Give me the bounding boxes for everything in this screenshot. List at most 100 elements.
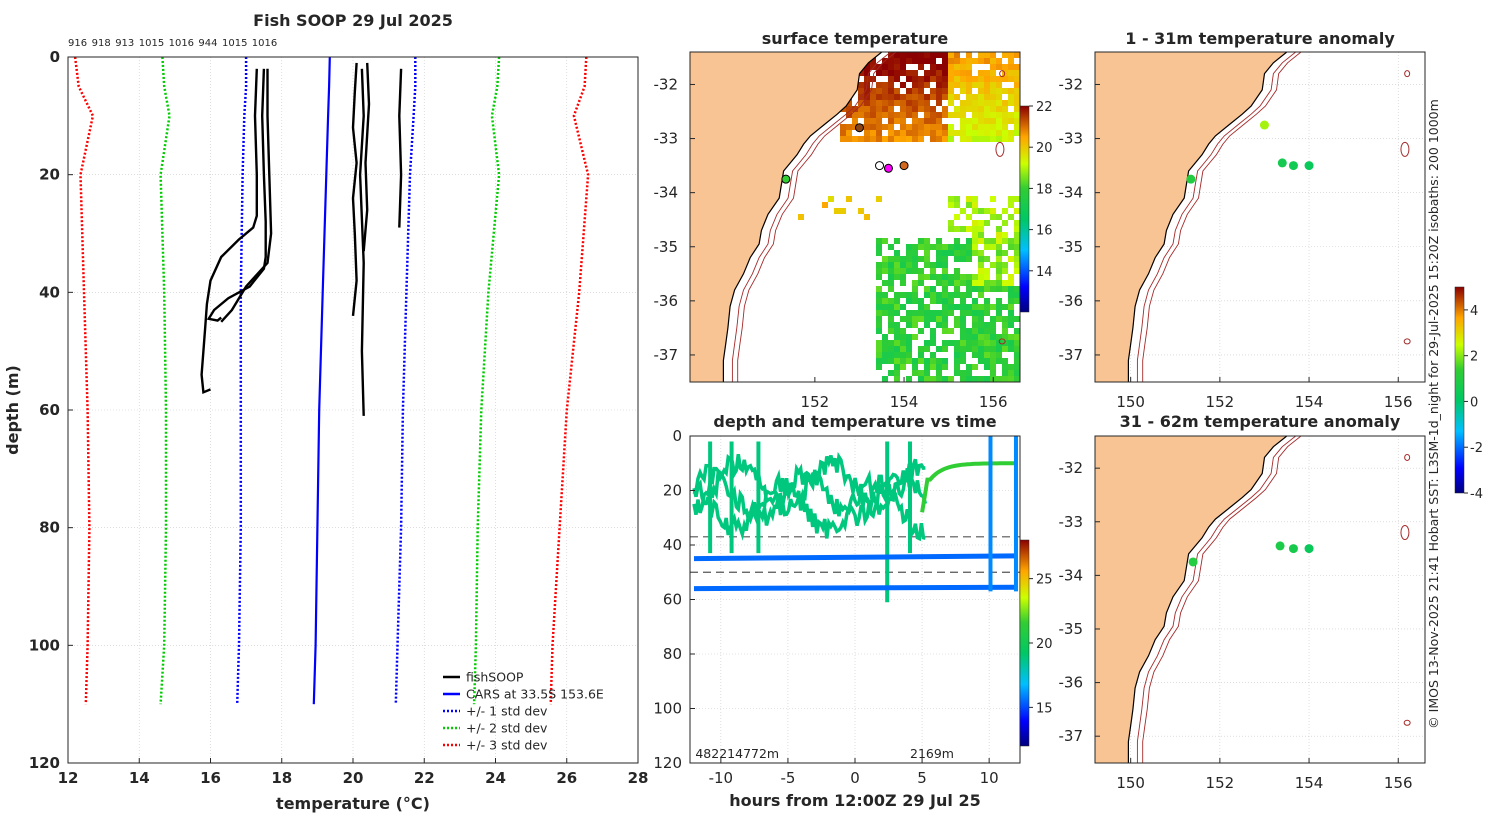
sst-cell: [936, 370, 942, 376]
sst-cell: [846, 112, 852, 118]
sst-cell: [984, 100, 990, 106]
sst-cell: [1014, 238, 1020, 244]
sst-cell: [1008, 88, 1014, 94]
sst-cell: [984, 268, 990, 274]
sst-cell: [978, 358, 984, 364]
sst-cell: [942, 262, 948, 268]
std1-low-line: [235, 57, 248, 705]
sst-cell: [972, 136, 978, 142]
sst-cell: [966, 76, 972, 82]
sst-cell: [930, 268, 936, 274]
sst-cell: [864, 214, 870, 220]
sst-cell: [864, 88, 870, 94]
sst-cell: [966, 118, 972, 124]
sst-cell: [984, 82, 990, 88]
sst-cell: [846, 124, 852, 130]
an2-xtick-label: 156: [1384, 774, 1413, 792]
sst-cell: [996, 64, 1002, 70]
sst-cell: [900, 130, 906, 136]
time-series-title: depth and temperature vs time: [713, 412, 996, 431]
sst-cell: [990, 346, 996, 352]
sst-cell: [972, 112, 978, 118]
sst-ytick-label: -34: [654, 184, 679, 202]
sst-cell: [996, 280, 1002, 286]
sst-cell: [912, 52, 918, 58]
sst-colorbar-label: 22: [1036, 100, 1053, 115]
sst-cell: [984, 376, 990, 382]
sst-cell: [960, 316, 966, 322]
sst-cell: [960, 76, 966, 82]
ts-ytick-label: 0: [672, 427, 682, 445]
sst-cell: [1014, 256, 1020, 262]
sst-cell: [876, 196, 882, 202]
sst-colorbar-label: 16: [1036, 224, 1053, 239]
anomaly-shallow-islands: [1400, 70, 1411, 345]
profile-xtick-label: 16: [200, 769, 221, 787]
anomaly-colorbar-label: 0: [1470, 395, 1478, 410]
sst-cell: [858, 208, 864, 214]
sst-cell: [954, 52, 960, 58]
sst-cell: [1014, 220, 1020, 226]
sst-cell: [960, 346, 966, 352]
sst-cell: [972, 196, 978, 202]
sst-cell: [1002, 280, 1008, 286]
sst-cell: [906, 310, 912, 316]
sst-cell: [936, 310, 942, 316]
sst-cell: [954, 70, 960, 76]
sst-cell: [936, 136, 942, 142]
sst-cell: [900, 304, 906, 310]
sst-cell: [876, 292, 882, 298]
sst-map-tick-labels: -32 -33 -34 -35 -36 -37 152 154 156: [654, 75, 1008, 411]
sst-cell: [966, 346, 972, 352]
sst-cell: [1014, 262, 1020, 268]
ts-colorbar-label: 25: [1036, 573, 1053, 588]
sst-cell: [918, 100, 924, 106]
sst-cell: [906, 346, 912, 352]
sst-cell: [1014, 244, 1020, 250]
sst-cell: [1014, 250, 1020, 256]
sst-cell: [954, 364, 960, 370]
anomaly-colorbar-ticks: -4 -2 0 2 4: [1464, 304, 1483, 502]
sst-cell: [906, 250, 912, 256]
sst-cell: [978, 292, 984, 298]
sst-cell: [978, 112, 984, 118]
sst-cell: [936, 256, 942, 262]
sst-cell: [960, 226, 966, 232]
sst-cell: [942, 112, 948, 118]
sst-cell: [996, 94, 1002, 100]
sst-cell: [960, 106, 966, 112]
sst-cell: [942, 322, 948, 328]
sst-cell: [990, 106, 996, 112]
sst-cell: [930, 352, 936, 358]
sst-cell: [954, 292, 960, 298]
sst-cell: [936, 274, 942, 280]
sst-cell: [888, 88, 894, 94]
sst-cell: [954, 76, 960, 82]
sst-cell: [984, 328, 990, 334]
sst-cell: [876, 316, 882, 322]
sst-cell: [912, 298, 918, 304]
anomaly-shallow-frame: [1094, 51, 1426, 383]
sst-cell: [1002, 358, 1008, 364]
sst-cell: [894, 118, 900, 124]
sst-cell: [960, 310, 966, 316]
sst-cell: [846, 130, 852, 136]
sst-cell: [990, 334, 996, 340]
sst-cell: [1008, 304, 1014, 310]
sst-cell: [990, 262, 996, 268]
sst-cell: [984, 88, 990, 94]
sst-cell: [960, 370, 966, 376]
sst-cell: [888, 64, 894, 70]
an1-anomaly-point: [1288, 161, 1298, 171]
sst-cell: [948, 94, 954, 100]
sst-cell: [984, 244, 990, 250]
sst-cell: [918, 124, 924, 130]
ts-xtick-label: 10: [980, 769, 999, 787]
ts-colorbar-label: 20: [1036, 637, 1053, 652]
sst-cell: [906, 130, 912, 136]
sst-cell: [852, 136, 858, 142]
sst-cell: [942, 340, 948, 346]
sst-cell: [894, 250, 900, 256]
sst-cell: [918, 76, 924, 82]
sst-cell: [984, 280, 990, 286]
